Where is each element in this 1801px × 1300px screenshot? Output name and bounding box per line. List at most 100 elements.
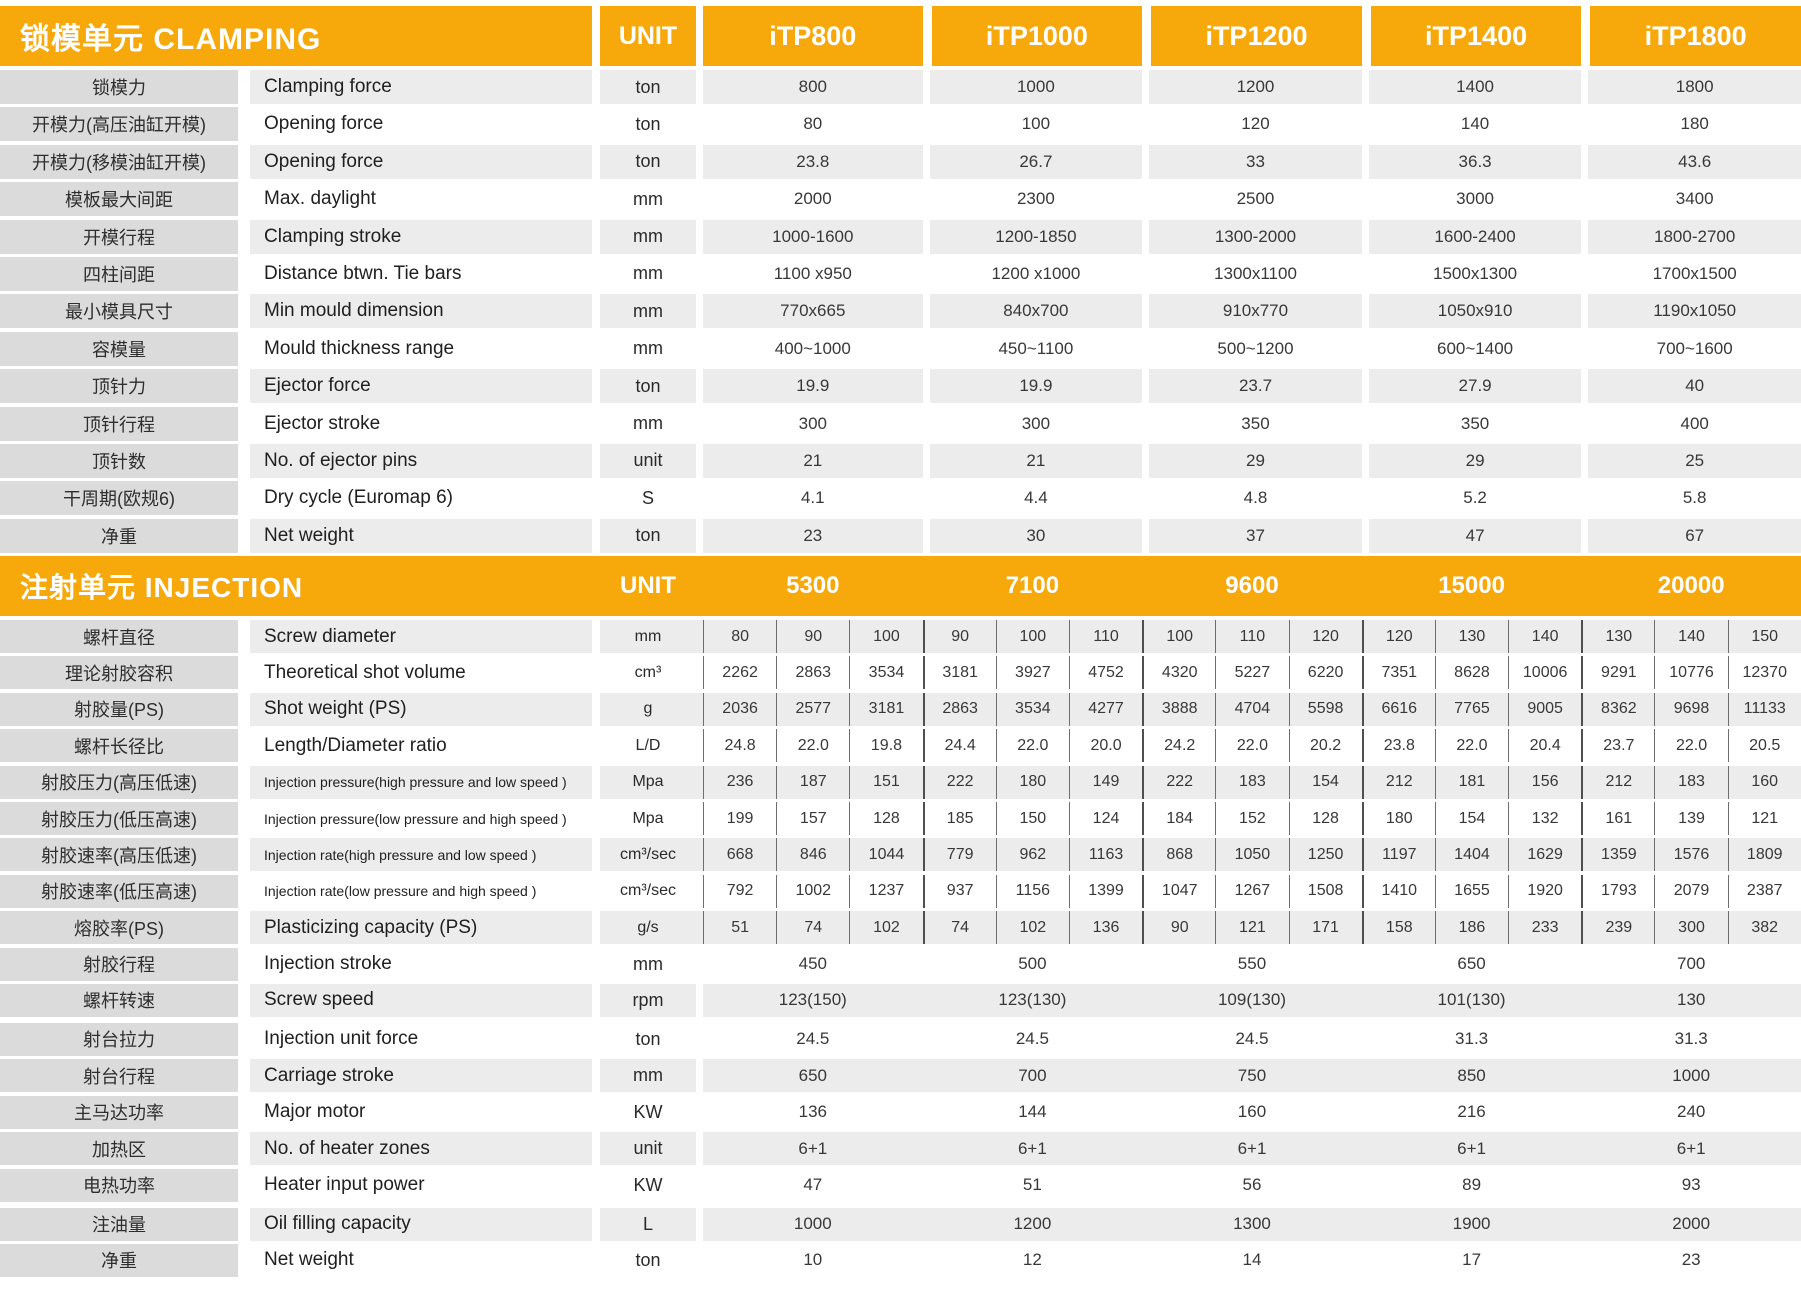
spec-value: 850 [1361, 1059, 1582, 1093]
spec-value: 2863 [922, 692, 996, 726]
row-label-cn: 注油量 [0, 1207, 238, 1241]
spec-value: 21 [703, 443, 923, 478]
spec-value: 1237 [849, 874, 922, 908]
spec-value: 33 [1142, 144, 1362, 179]
spec-value: 123(150) [703, 983, 923, 1017]
row-unit: cm³/sec [620, 882, 676, 900]
spec-row: 顶针数 No. of ejector pins unit 21 21 29 29 25 [0, 443, 1801, 478]
row-label-en: Oil filling capacity [250, 1207, 592, 1241]
spec-value: 100 [1142, 620, 1216, 654]
spec-value: 3888 [1142, 692, 1216, 726]
spec-value: 9291 [1581, 656, 1654, 690]
spec-value: 128 [1288, 802, 1362, 836]
spec-value: 183 [1654, 765, 1728, 799]
row-label-cn: 锁模力 [0, 70, 238, 104]
injection-header-row: 注射单元 INJECTION UNIT 5300 7100 9600 15000 200… [0, 556, 1801, 617]
row-label-en: Distance btwn. Tie bars [264, 262, 462, 284]
spec-value: 792 [703, 874, 776, 908]
spec-value: 199 [703, 802, 776, 836]
spec-value: 29 [1361, 443, 1582, 478]
spec-value: 40 [1581, 369, 1801, 404]
model-header-iTP1000: iTP1000 [922, 6, 1143, 66]
spec-value: 23.8 [703, 144, 923, 179]
spec-value: 180 [1361, 802, 1435, 836]
spec-value: 240 [1676, 1102, 1706, 1122]
spec-value: 1655 [1434, 874, 1508, 908]
injection-model-header-20000: 20000 [1657, 572, 1725, 600]
spec-value: 2000 [793, 189, 832, 209]
spec-value: 6+1 [1581, 1132, 1801, 1166]
row-label-en: Injection rate(low pressure and high spe… [264, 883, 537, 900]
row-label-en: Clamping stroke [250, 219, 592, 254]
spec-value: 1793 [1581, 874, 1654, 908]
spec-value: 1000 [1581, 1059, 1801, 1093]
row-unit: mm [633, 413, 663, 434]
spec-value: 156 [1508, 765, 1582, 799]
spec-row: 顶针力 Ejector force ton 19.9 19.9 23.7 27.9 40 [0, 369, 1801, 404]
spec-row: 顶针行程 Ejector stroke mm 300 300 350 350 400 [0, 406, 1801, 441]
spec-value: 770x665 [703, 294, 923, 329]
row-label-cn: 顶针数 [0, 443, 238, 478]
spec-value: 29 [1142, 443, 1362, 478]
spec-sheet-page: 锁模单元 CLAMPING UNIT iTP800 iTP1000 iTP1200 i… [0, 6, 1801, 1300]
row-label-cn: 容模量 [0, 331, 238, 366]
spec-value: 120 [1288, 620, 1362, 654]
spec-value: 2036 [703, 692, 777, 726]
row-label-en: Max. daylight [264, 188, 376, 210]
spec-value: 1190x1050 [1581, 294, 1801, 329]
row-unit: ton [600, 144, 696, 179]
column-gutter-fill [696, 838, 703, 872]
row-label-en: Screw diameter [250, 620, 592, 654]
spec-value: 152 [1215, 802, 1288, 836]
spec-value: 6616 [1361, 692, 1435, 726]
row-unit: ton [635, 1028, 661, 1049]
spec-value: 130 [1581, 620, 1655, 654]
spec-value: 120 [1142, 107, 1362, 142]
spec-value: 846 [776, 838, 850, 872]
spec-value: 222 [922, 765, 996, 799]
spec-value: 10 [803, 1250, 823, 1270]
injection-table-body: 螺杆直径 Screw diameter mm 80 90 100 90 100 110 100 11… [0, 620, 1801, 1277]
spec-value: 24.5 [1015, 1029, 1049, 1049]
spec-value: 47 [803, 1175, 823, 1195]
spec-value: 12370 [1727, 656, 1801, 690]
spec-value: 184 [1142, 802, 1215, 836]
row-label-en: Ejector stroke [264, 412, 381, 434]
spec-value: 8628 [1434, 656, 1508, 690]
spec-value: 10006 [1508, 656, 1581, 690]
spec-value: 1047 [1142, 874, 1215, 908]
spec-value: 3000 [1361, 182, 1582, 217]
spec-value: 140 [1654, 620, 1728, 654]
row-unit: S [641, 487, 654, 508]
row-label-en: Mould thickness range [264, 337, 455, 359]
spec-value: 1050x910 [1361, 294, 1582, 329]
spec-value: 4.4 [922, 481, 1143, 516]
row-label-cn: 射胶速率(高压低速) [0, 838, 238, 872]
spec-row: 四柱间距 Distance btwn. Tie bars mm 1100 x950 12… [0, 256, 1801, 291]
spec-value: 154 [1434, 802, 1508, 836]
spec-value: 158 [1361, 911, 1435, 945]
model-header-iTP1200: iTP1200 [1142, 6, 1362, 66]
row-unit: mm [633, 338, 663, 359]
spec-value: 2500 [1142, 182, 1362, 217]
spec-value: 1300x1100 [1142, 256, 1362, 291]
spec-value: 668 [703, 838, 777, 872]
spec-value: 1100 x950 [773, 263, 852, 283]
spec-value: 17 [1462, 1250, 1482, 1270]
spec-value: 93 [1681, 1175, 1701, 1195]
row-unit: ton [600, 518, 696, 553]
injection-section-title: 注射单元 INJECTION [20, 572, 304, 604]
spec-value: 183 [1215, 765, 1289, 799]
spec-value: 24.4 [922, 729, 996, 763]
spec-value: 4277 [1068, 692, 1143, 726]
spec-value: 212 [1581, 765, 1655, 799]
row-unit: mm [633, 263, 663, 284]
spec-value: 67 [1581, 518, 1801, 553]
spec-value: 149 [1068, 765, 1143, 799]
row-unit: mm [633, 953, 663, 974]
row-label-en: Net weight [264, 1249, 354, 1271]
spec-value: 910x770 [1142, 294, 1362, 329]
spec-value: 150 [995, 802, 1069, 836]
spec-value: 1000 [703, 1207, 923, 1241]
spec-value: 14 [1242, 1250, 1262, 1270]
